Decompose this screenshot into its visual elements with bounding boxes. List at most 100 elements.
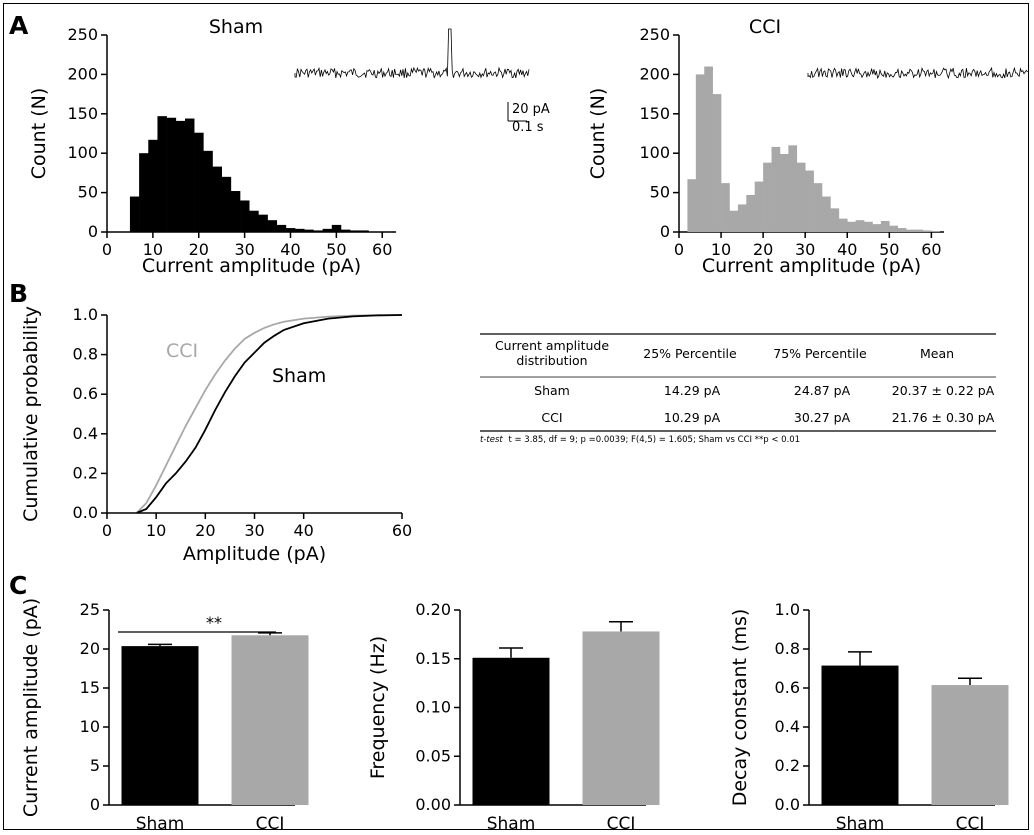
y-tick-label: 0.05 xyxy=(415,746,451,765)
histogram-bar xyxy=(746,194,756,232)
table-header-p25: 25% Percentile xyxy=(643,346,737,361)
histogram-bar xyxy=(203,150,213,232)
panel-letter-a: A xyxy=(9,11,29,40)
histogram-bar xyxy=(258,214,268,232)
histogram-bar xyxy=(166,117,177,232)
table-cell: CCI xyxy=(541,410,562,425)
bar-frequency-chart: 0.00 0.05 0.10 0.15 0.20 Frequency (Hz) Sham CC… xyxy=(367,600,660,834)
histogram-bar xyxy=(249,210,259,232)
y-tick-label: 0.20 xyxy=(415,600,451,619)
bar xyxy=(931,685,1009,805)
histogram-bar xyxy=(737,204,747,232)
cumulative-label-sham: Sham xyxy=(272,365,326,387)
bar xyxy=(472,657,550,805)
y-tick-label: 0.10 xyxy=(415,698,451,717)
sham-example-trace xyxy=(294,28,530,79)
histogram-bar xyxy=(796,162,806,232)
x-tick-label: 10 xyxy=(146,521,166,540)
y-tick-label: 0.6 xyxy=(775,678,800,697)
y-tick-label: 25 xyxy=(80,600,100,619)
table-header-p75: 75% Percentile xyxy=(773,346,867,361)
x-axis-label: Current amplitude (pA) xyxy=(142,255,361,277)
x-tick-label: 10 xyxy=(143,240,163,259)
table-cell: 10.29 pA xyxy=(664,410,721,425)
histogram-bar xyxy=(350,230,360,232)
y-tick-label: 0.4 xyxy=(775,717,800,736)
histogram-bar xyxy=(779,153,789,232)
histogram-bar xyxy=(212,166,222,232)
y-axis-label: Cumulative probability xyxy=(20,306,42,522)
series-line-cci xyxy=(135,314,403,514)
x-tick-label: 20 xyxy=(189,240,209,259)
y-axis-label: Decay constant (ms) xyxy=(729,609,751,807)
histogram-bar xyxy=(359,230,369,232)
x-tick-label: 20 xyxy=(195,521,215,540)
y-axis-label: Count (N) xyxy=(28,88,50,180)
histogram-bar xyxy=(221,176,232,232)
histogram-bar xyxy=(240,200,250,232)
table-cell: 21.76 ± 0.30 pA xyxy=(892,410,995,425)
panel-letter-b: B xyxy=(9,279,28,308)
x-tick-label: Sham xyxy=(836,814,885,834)
cumulative-label-cci: CCI xyxy=(166,340,198,362)
table-cell: 14.29 pA xyxy=(664,383,721,398)
histogram-bar xyxy=(922,230,932,232)
y-axis-label: Count (N) xyxy=(587,88,609,180)
cumulative-chart: 0.0 0.2 0.4 0.6 0.8 1.0 Cumulative probability… xyxy=(20,305,412,565)
x-tick-label: 30 xyxy=(795,240,815,259)
x-axis-label: Current amplitude (pA) xyxy=(702,255,921,277)
hist-sham-title: Sham xyxy=(209,16,263,38)
histogram-bar xyxy=(276,224,287,232)
y-tick-label: 0.2 xyxy=(775,756,800,775)
y-tick-label: 0.00 xyxy=(415,795,451,814)
histogram-bar xyxy=(855,220,865,232)
y-tick-label: 250 xyxy=(639,25,670,44)
histogram-bar xyxy=(763,162,772,232)
hist-cci-chart: 0 50 100 150 200 250 Count (N) 0 10 20 30 40 50 60Cur… xyxy=(587,25,944,277)
histogram-bar xyxy=(830,208,840,232)
x-tick-label: 40 xyxy=(293,521,313,540)
x-tick-label: 60 xyxy=(372,240,392,259)
x-tick-label: 30 xyxy=(234,240,254,259)
histogram-bar xyxy=(721,183,730,232)
x-tick-label: Sham xyxy=(136,814,185,834)
x-tick-label: 40 xyxy=(280,240,300,259)
histogram-bar xyxy=(771,146,781,232)
histogram-bar xyxy=(139,153,149,232)
x-tick-label: 20 xyxy=(753,240,773,259)
bar xyxy=(582,631,660,805)
histogram-bar xyxy=(129,196,140,232)
x-tick-label: 60 xyxy=(392,521,412,540)
histogram-bar xyxy=(157,116,167,232)
histogram-bar xyxy=(285,228,296,232)
bar-decay-chart: 0.0 0.2 0.4 0.6 0.8 1.0 Decay constant (ms) Sha… xyxy=(729,600,1009,834)
histogram-bar xyxy=(729,210,739,232)
y-tick-label: 0.8 xyxy=(73,345,98,364)
table-cell: 24.87 pA xyxy=(794,383,851,398)
x-tick-label: 60 xyxy=(921,240,941,259)
y-tick-label: 0 xyxy=(660,222,670,241)
x-tick-label: 40 xyxy=(837,240,857,259)
scale-bar-time: 0.1 s xyxy=(512,120,544,135)
histogram-bar xyxy=(331,224,342,232)
y-axis-label: Frequency (Hz) xyxy=(367,636,389,779)
histogram-bar xyxy=(822,196,831,232)
histogram-bar xyxy=(813,183,823,232)
histogram-bar xyxy=(304,229,314,232)
x-tick-label: CCI xyxy=(607,814,636,834)
histogram-bar xyxy=(295,228,305,232)
table-header-mean: Mean xyxy=(920,346,954,361)
y-tick-label: 100 xyxy=(639,143,670,162)
panel-letter-c: C xyxy=(9,571,27,600)
y-tick-label: 10 xyxy=(80,717,100,736)
histogram-bar xyxy=(931,231,941,232)
y-tick-label: 0.2 xyxy=(73,463,98,482)
y-tick-label: 200 xyxy=(639,64,670,83)
bar xyxy=(231,635,309,805)
histogram-bar xyxy=(805,170,814,232)
hist-cci-title: CCI xyxy=(749,16,781,38)
histogram-bar xyxy=(788,145,798,232)
x-tick-label: CCI xyxy=(256,814,285,834)
table-footnote-test: t-test xyxy=(480,435,503,445)
x-tick-label: CCI xyxy=(956,814,985,834)
